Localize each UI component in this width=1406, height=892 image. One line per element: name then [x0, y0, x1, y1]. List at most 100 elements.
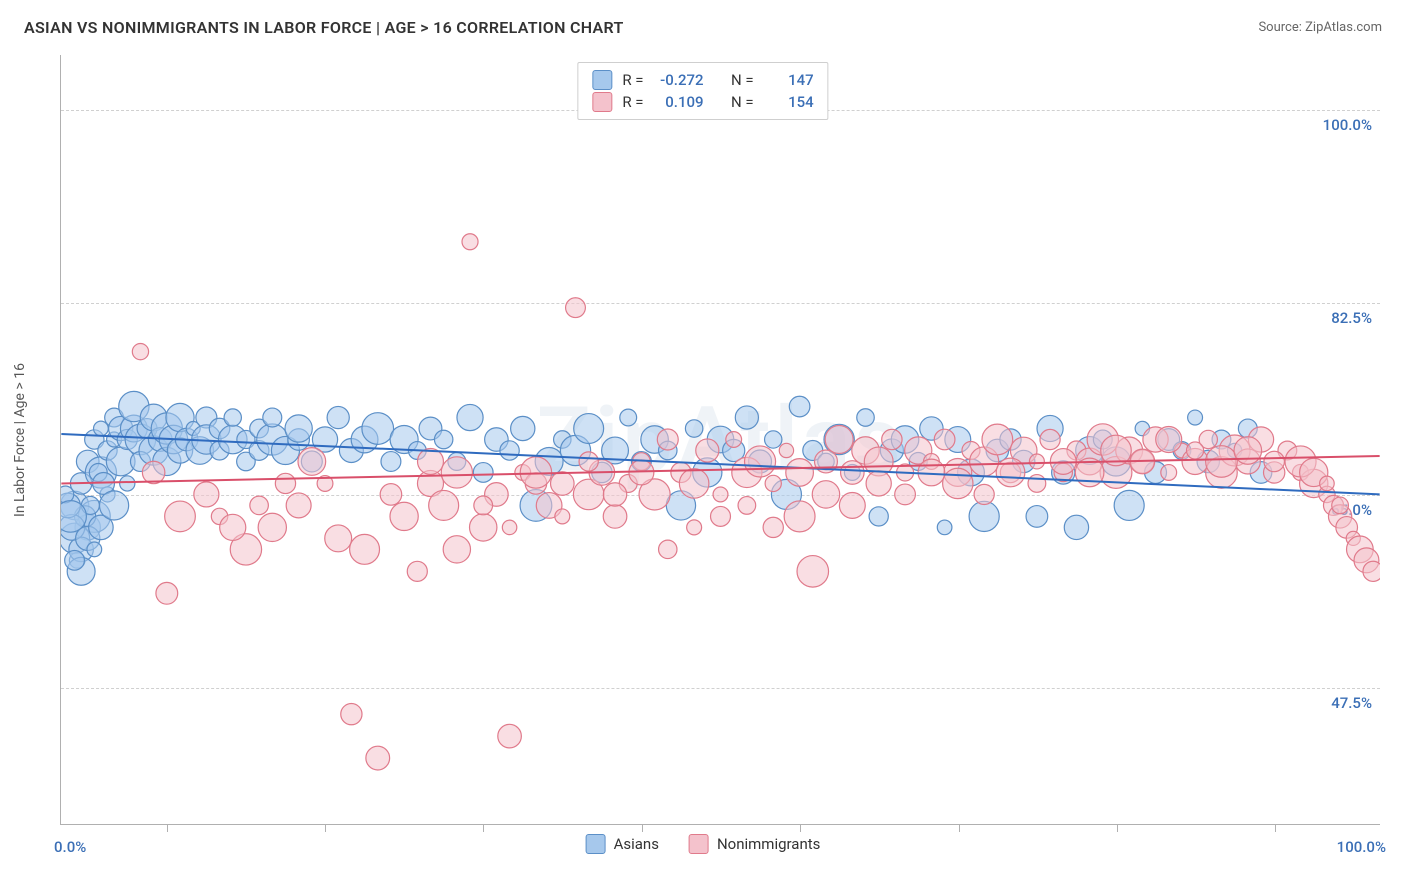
marker-asians	[574, 414, 604, 444]
marker-asians	[285, 415, 312, 442]
stats-row-nonimmigrants: R = 0.109 N = 154	[592, 91, 813, 113]
marker-nonimmigrants	[895, 484, 916, 505]
marker-nonimmigrants	[745, 446, 776, 477]
marker-nonimmigrants	[659, 540, 677, 558]
marker-asians	[937, 520, 952, 535]
x-tick	[325, 824, 326, 832]
marker-asians	[735, 406, 758, 429]
marker-nonimmigrants	[1156, 427, 1182, 453]
n-label: N =	[731, 91, 754, 113]
marker-nonimmigrants	[470, 514, 497, 541]
marker-nonimmigrants	[390, 502, 418, 530]
x-max-label: 100.0%	[1337, 838, 1386, 856]
marker-asians	[765, 431, 782, 448]
x-tick	[167, 824, 168, 832]
marker-nonimmigrants	[1187, 442, 1204, 459]
marker-asians	[61, 501, 86, 533]
marker-nonimmigrants	[350, 534, 380, 564]
marker-nonimmigrants	[555, 509, 570, 524]
marker-nonimmigrants	[1234, 437, 1262, 465]
marker-nonimmigrants	[443, 536, 470, 563]
marker-nonimmigrants	[657, 429, 678, 450]
marker-nonimmigrants	[974, 484, 994, 504]
marker-asians	[457, 404, 483, 430]
marker-nonimmigrants	[866, 471, 891, 496]
marker-nonimmigrants	[142, 461, 164, 483]
legend-item-nonimmigrants: Nonimmigrants	[689, 834, 820, 854]
marker-asians	[327, 406, 349, 428]
stats-legend: R = -0.272 N = 147 R = 0.109 N = 154	[577, 62, 828, 120]
marker-asians	[473, 463, 493, 483]
marker-nonimmigrants	[779, 443, 793, 457]
marker-nonimmigrants	[797, 556, 829, 588]
scatter-svg	[61, 55, 1380, 824]
marker-nonimmigrants	[441, 457, 472, 488]
marker-asians	[857, 409, 875, 427]
marker-nonimmigrants	[286, 493, 311, 518]
x-tick	[483, 824, 484, 832]
marker-asians	[685, 420, 702, 437]
marker-nonimmigrants	[726, 432, 742, 448]
stats-row-asians: R = -0.272 N = 147	[592, 69, 813, 91]
series-legend: Asians Nonimmigrants	[586, 834, 821, 854]
marker-asians	[1026, 506, 1048, 528]
marker-nonimmigrants	[165, 501, 196, 532]
x-tick	[642, 824, 643, 832]
marker-nonimmigrants	[1029, 454, 1044, 469]
marker-nonimmigrants	[996, 458, 1025, 487]
marker-nonimmigrants	[825, 426, 853, 454]
x-tick	[800, 824, 801, 832]
marker-nonimmigrants	[474, 496, 493, 515]
n-value-asians: 147	[764, 69, 814, 91]
marker-nonimmigrants	[1332, 497, 1349, 514]
marker-asians	[120, 476, 135, 491]
marker-nonimmigrants	[679, 469, 709, 499]
marker-asians	[100, 491, 129, 520]
marker-nonimmigrants	[194, 482, 219, 507]
marker-nonimmigrants	[839, 492, 865, 518]
x-tick	[959, 824, 960, 832]
marker-nonimmigrants	[258, 513, 286, 541]
swatch-nonimmigrants-icon	[689, 834, 709, 854]
marker-nonimmigrants	[1161, 465, 1177, 481]
legend-label-nonimmigrants: Nonimmigrants	[717, 835, 820, 853]
n-label: N =	[731, 69, 754, 91]
marker-nonimmigrants	[763, 517, 783, 537]
marker-nonimmigrants	[250, 496, 269, 515]
marker-nonimmigrants	[220, 514, 246, 540]
x-tick	[1275, 824, 1276, 832]
marker-nonimmigrants	[784, 501, 815, 532]
marker-nonimmigrants	[298, 448, 326, 476]
marker-asians	[500, 441, 519, 460]
marker-asians	[1114, 490, 1144, 520]
marker-nonimmigrants	[943, 468, 973, 498]
marker-asians	[511, 416, 535, 440]
marker-nonimmigrants	[738, 497, 756, 515]
swatch-asians-icon	[586, 834, 606, 854]
marker-nonimmigrants	[696, 439, 719, 462]
n-value-nonimmigrants: 154	[764, 91, 814, 113]
marker-nonimmigrants	[579, 452, 598, 471]
marker-nonimmigrants	[765, 475, 781, 491]
marker-nonimmigrants	[407, 561, 427, 581]
marker-nonimmigrants	[1264, 451, 1284, 471]
marker-asians	[263, 408, 282, 427]
marker-asians	[969, 501, 999, 531]
marker-nonimmigrants	[566, 298, 586, 318]
marker-nonimmigrants	[156, 582, 178, 604]
marker-asians	[65, 550, 85, 570]
marker-nonimmigrants	[812, 481, 839, 508]
source-label: Source:	[1258, 20, 1301, 35]
r-label: R =	[622, 69, 643, 91]
marker-nonimmigrants	[462, 234, 478, 250]
marker-nonimmigrants	[841, 461, 865, 485]
source-name[interactable]: ZipAtlas.com	[1305, 20, 1382, 35]
marker-nonimmigrants	[713, 487, 728, 502]
plot-area: ZipAtlas 47.5%65.0%82.5%100.0%	[60, 55, 1380, 825]
marker-nonimmigrants	[1028, 475, 1046, 493]
marker-asians	[789, 396, 810, 417]
marker-nonimmigrants	[982, 424, 1013, 455]
marker-nonimmigrants	[341, 704, 362, 725]
marker-nonimmigrants	[882, 429, 902, 449]
marker-nonimmigrants	[711, 506, 731, 526]
